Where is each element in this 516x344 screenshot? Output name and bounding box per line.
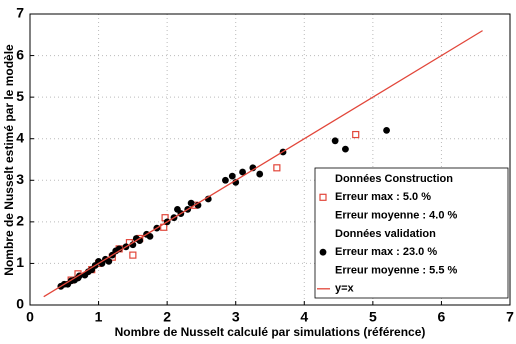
y-tick-label: 7 bbox=[16, 5, 24, 21]
y-tick-label: 6 bbox=[16, 46, 24, 62]
data-point bbox=[383, 126, 390, 134]
y-tick-label: 3 bbox=[16, 171, 24, 187]
y-tick-label: 4 bbox=[16, 129, 24, 145]
x-tick-label: 0 bbox=[26, 309, 34, 325]
x-tick-label: 4 bbox=[300, 309, 308, 325]
y-tick-label: 1 bbox=[16, 254, 24, 270]
legend-marker bbox=[319, 248, 327, 256]
data-point bbox=[331, 137, 339, 145]
legend-box bbox=[314, 167, 509, 299]
data-point bbox=[273, 164, 281, 172]
data-point bbox=[105, 257, 113, 265]
x-tick-label: 3 bbox=[232, 309, 240, 325]
x-axis-label: Nombre de Nusselt calculé par simulation… bbox=[115, 325, 426, 339]
legend-title: Données validation bbox=[335, 228, 436, 240]
x-tick-label: 7 bbox=[506, 309, 514, 325]
data-point bbox=[256, 170, 264, 178]
legend-marker bbox=[319, 193, 327, 201]
data-point bbox=[239, 168, 246, 176]
x-tick-label: 6 bbox=[438, 309, 446, 325]
data-point bbox=[222, 176, 229, 184]
data-point bbox=[146, 233, 154, 240]
x-tick-label: 1 bbox=[95, 309, 103, 325]
x-tick-label: 2 bbox=[163, 309, 171, 325]
legend-note: Erreur moyenne : 5.5 % bbox=[335, 264, 457, 276]
y-axis-label: Nombre de Nusselt estimé par le modèle bbox=[2, 44, 16, 276]
data-point bbox=[342, 145, 349, 153]
data-point bbox=[187, 199, 195, 207]
x-tick-label: 5 bbox=[369, 309, 377, 325]
legend-label: y=x bbox=[335, 283, 355, 295]
data-point bbox=[129, 251, 137, 259]
legend-note: Erreur max : 5.0 % bbox=[335, 191, 431, 203]
identity-line bbox=[43, 30, 483, 298]
plot-frame bbox=[29, 13, 511, 306]
y-tick-label: 5 bbox=[16, 88, 24, 104]
legend-title: Données Construction bbox=[335, 173, 453, 185]
legend-note: Erreur moyenne : 4.0 % bbox=[335, 210, 457, 222]
data-point bbox=[352, 130, 360, 139]
legend-note: Erreur max : 23.0 % bbox=[335, 246, 437, 258]
data-point bbox=[228, 172, 236, 180]
y-tick-label: 0 bbox=[16, 296, 24, 312]
y-tick-label: 2 bbox=[16, 213, 24, 229]
